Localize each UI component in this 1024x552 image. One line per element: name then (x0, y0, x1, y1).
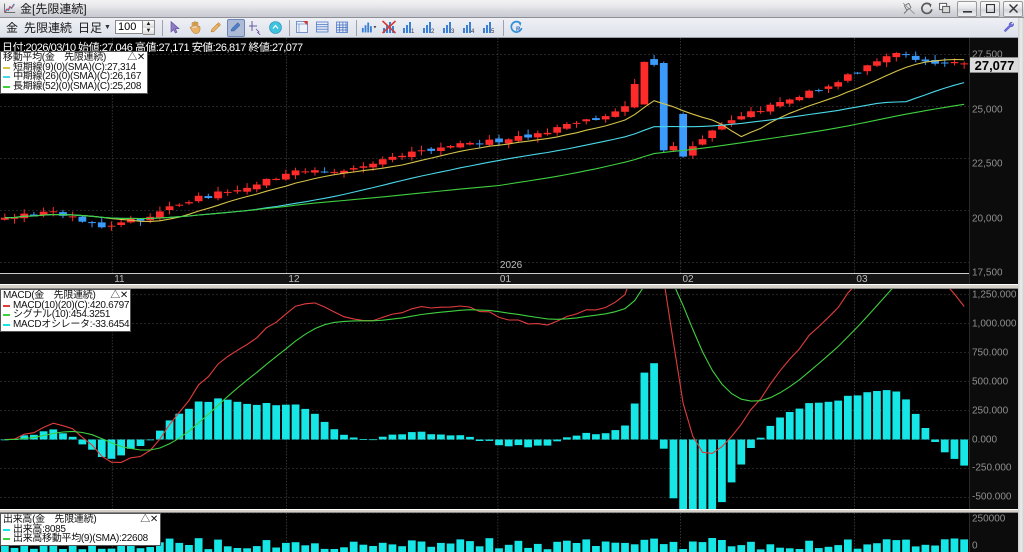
svg-text:2: 2 (431, 29, 435, 35)
svg-text:5: 5 (491, 29, 495, 35)
svg-text:3: 3 (451, 29, 455, 35)
svg-text:4: 4 (471, 29, 475, 35)
svg-text:1: 1 (411, 29, 415, 35)
svg-text:R: R (516, 27, 521, 33)
